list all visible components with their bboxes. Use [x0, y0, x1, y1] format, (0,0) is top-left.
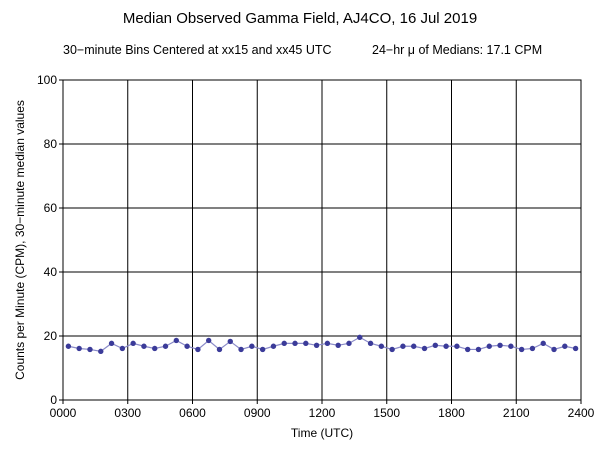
data-point [238, 346, 244, 353]
data-point [324, 340, 331, 347]
chart-subtitle-bins: 30−minute Bins Centered at xx15 and xx45… [63, 43, 332, 57]
data-point [130, 340, 136, 347]
data-point [313, 342, 320, 348]
y-axis-label: Counts per Minute (CPM), 30−minute media… [13, 100, 27, 380]
data-point [346, 340, 352, 347]
data-point [162, 343, 169, 349]
data-point [562, 343, 568, 349]
x-tick-label: 2100 [503, 406, 530, 420]
y-tick-label: 60 [44, 201, 58, 215]
data-point [378, 343, 385, 349]
y-tick-label: 20 [44, 329, 58, 343]
data-point [486, 343, 492, 349]
x-tick-label: 2400 [568, 406, 595, 420]
data-point [205, 337, 212, 344]
data-point [281, 340, 287, 347]
data-point [475, 346, 482, 353]
data-point [76, 345, 82, 352]
y-tick-label: 80 [44, 137, 58, 151]
data-point [87, 346, 93, 353]
data-point [464, 346, 471, 353]
data-point [141, 343, 147, 349]
data-point [216, 346, 223, 353]
data-point [454, 343, 460, 349]
x-tick-label: 0000 [50, 406, 77, 420]
data-point [497, 342, 503, 348]
data-point [65, 343, 72, 349]
y-tick-label: 40 [44, 265, 58, 279]
data-point [400, 343, 406, 349]
data-point [184, 343, 190, 349]
data-point [518, 346, 525, 353]
y-tick-label: 100 [37, 73, 57, 87]
x-tick-label: 1200 [309, 406, 336, 420]
data-point [249, 343, 255, 349]
y-tick-label: 0 [50, 393, 57, 407]
data-point [270, 343, 277, 349]
data-point [551, 346, 557, 353]
data-point [108, 340, 115, 347]
x-tick-label: 0300 [114, 406, 141, 420]
data-point [389, 346, 395, 353]
data-point [508, 343, 514, 349]
data-point [292, 340, 298, 347]
data-point [432, 342, 439, 348]
data-point [259, 346, 266, 353]
chart-subtitle-mean: 24−hr μ of Medians: 17.1 CPM [372, 43, 543, 57]
data-point [119, 345, 126, 352]
data-point [421, 345, 428, 352]
data-point [540, 340, 546, 347]
x-tick-label: 1500 [373, 406, 400, 420]
data-point [303, 340, 309, 347]
data-point [411, 343, 417, 349]
data-point [572, 345, 579, 352]
data-point [227, 338, 233, 345]
data-point [173, 337, 180, 344]
data-point [98, 348, 104, 355]
data-point [443, 343, 449, 349]
data-point [335, 342, 341, 348]
data-point [529, 345, 536, 352]
chart-title: Median Observed Gamma Field, AJ4CO, 16 J… [122, 10, 478, 27]
data-point [367, 340, 374, 347]
x-axis-label: Time (UTC) [291, 426, 353, 440]
data-point [195, 346, 201, 353]
x-tick-label: 0600 [179, 406, 206, 420]
x-tick-label: 0900 [244, 406, 271, 420]
data-point [152, 345, 158, 352]
data-point [357, 334, 363, 340]
x-tick-label: 1800 [438, 406, 465, 420]
